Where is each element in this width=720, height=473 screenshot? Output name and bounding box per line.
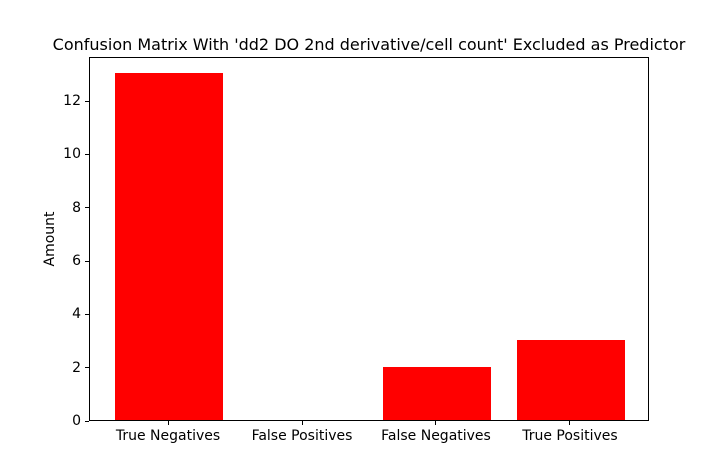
bar (383, 366, 491, 420)
y-tick-label: 10 (63, 146, 81, 163)
bar (517, 340, 625, 420)
x-tick-mark (167, 421, 169, 425)
x-tick-mark (569, 421, 571, 425)
y-tick-label: 2 (72, 359, 81, 376)
y-tick-label: 0 (72, 413, 81, 429)
x-tick-mark (435, 421, 437, 425)
y-tick-label: 6 (72, 253, 81, 269)
x-tick-label: True Negatives (115, 428, 221, 444)
y-tick-mark (85, 153, 89, 155)
x-tick-mark (301, 421, 303, 425)
y-tick-mark (85, 367, 89, 369)
y-tick-mark (85, 100, 89, 102)
y-tick-mark (85, 260, 89, 262)
y-tick-mark (85, 207, 89, 209)
y-tick-mark (85, 420, 89, 422)
plot-area (89, 57, 649, 421)
y-tick-mark (85, 313, 89, 315)
x-tick-label: False Negatives (381, 428, 491, 444)
x-tick-label: False Positives (251, 428, 353, 444)
chart-title: Confusion Matrix With 'dd2 DO 2nd deriva… (52, 35, 686, 54)
y-tick-label: 4 (72, 306, 81, 323)
x-tick-label: True Positives (522, 428, 618, 444)
bar (115, 73, 223, 420)
y-tick-label: 8 (72, 199, 81, 216)
y-tick-label: 12 (63, 93, 81, 109)
